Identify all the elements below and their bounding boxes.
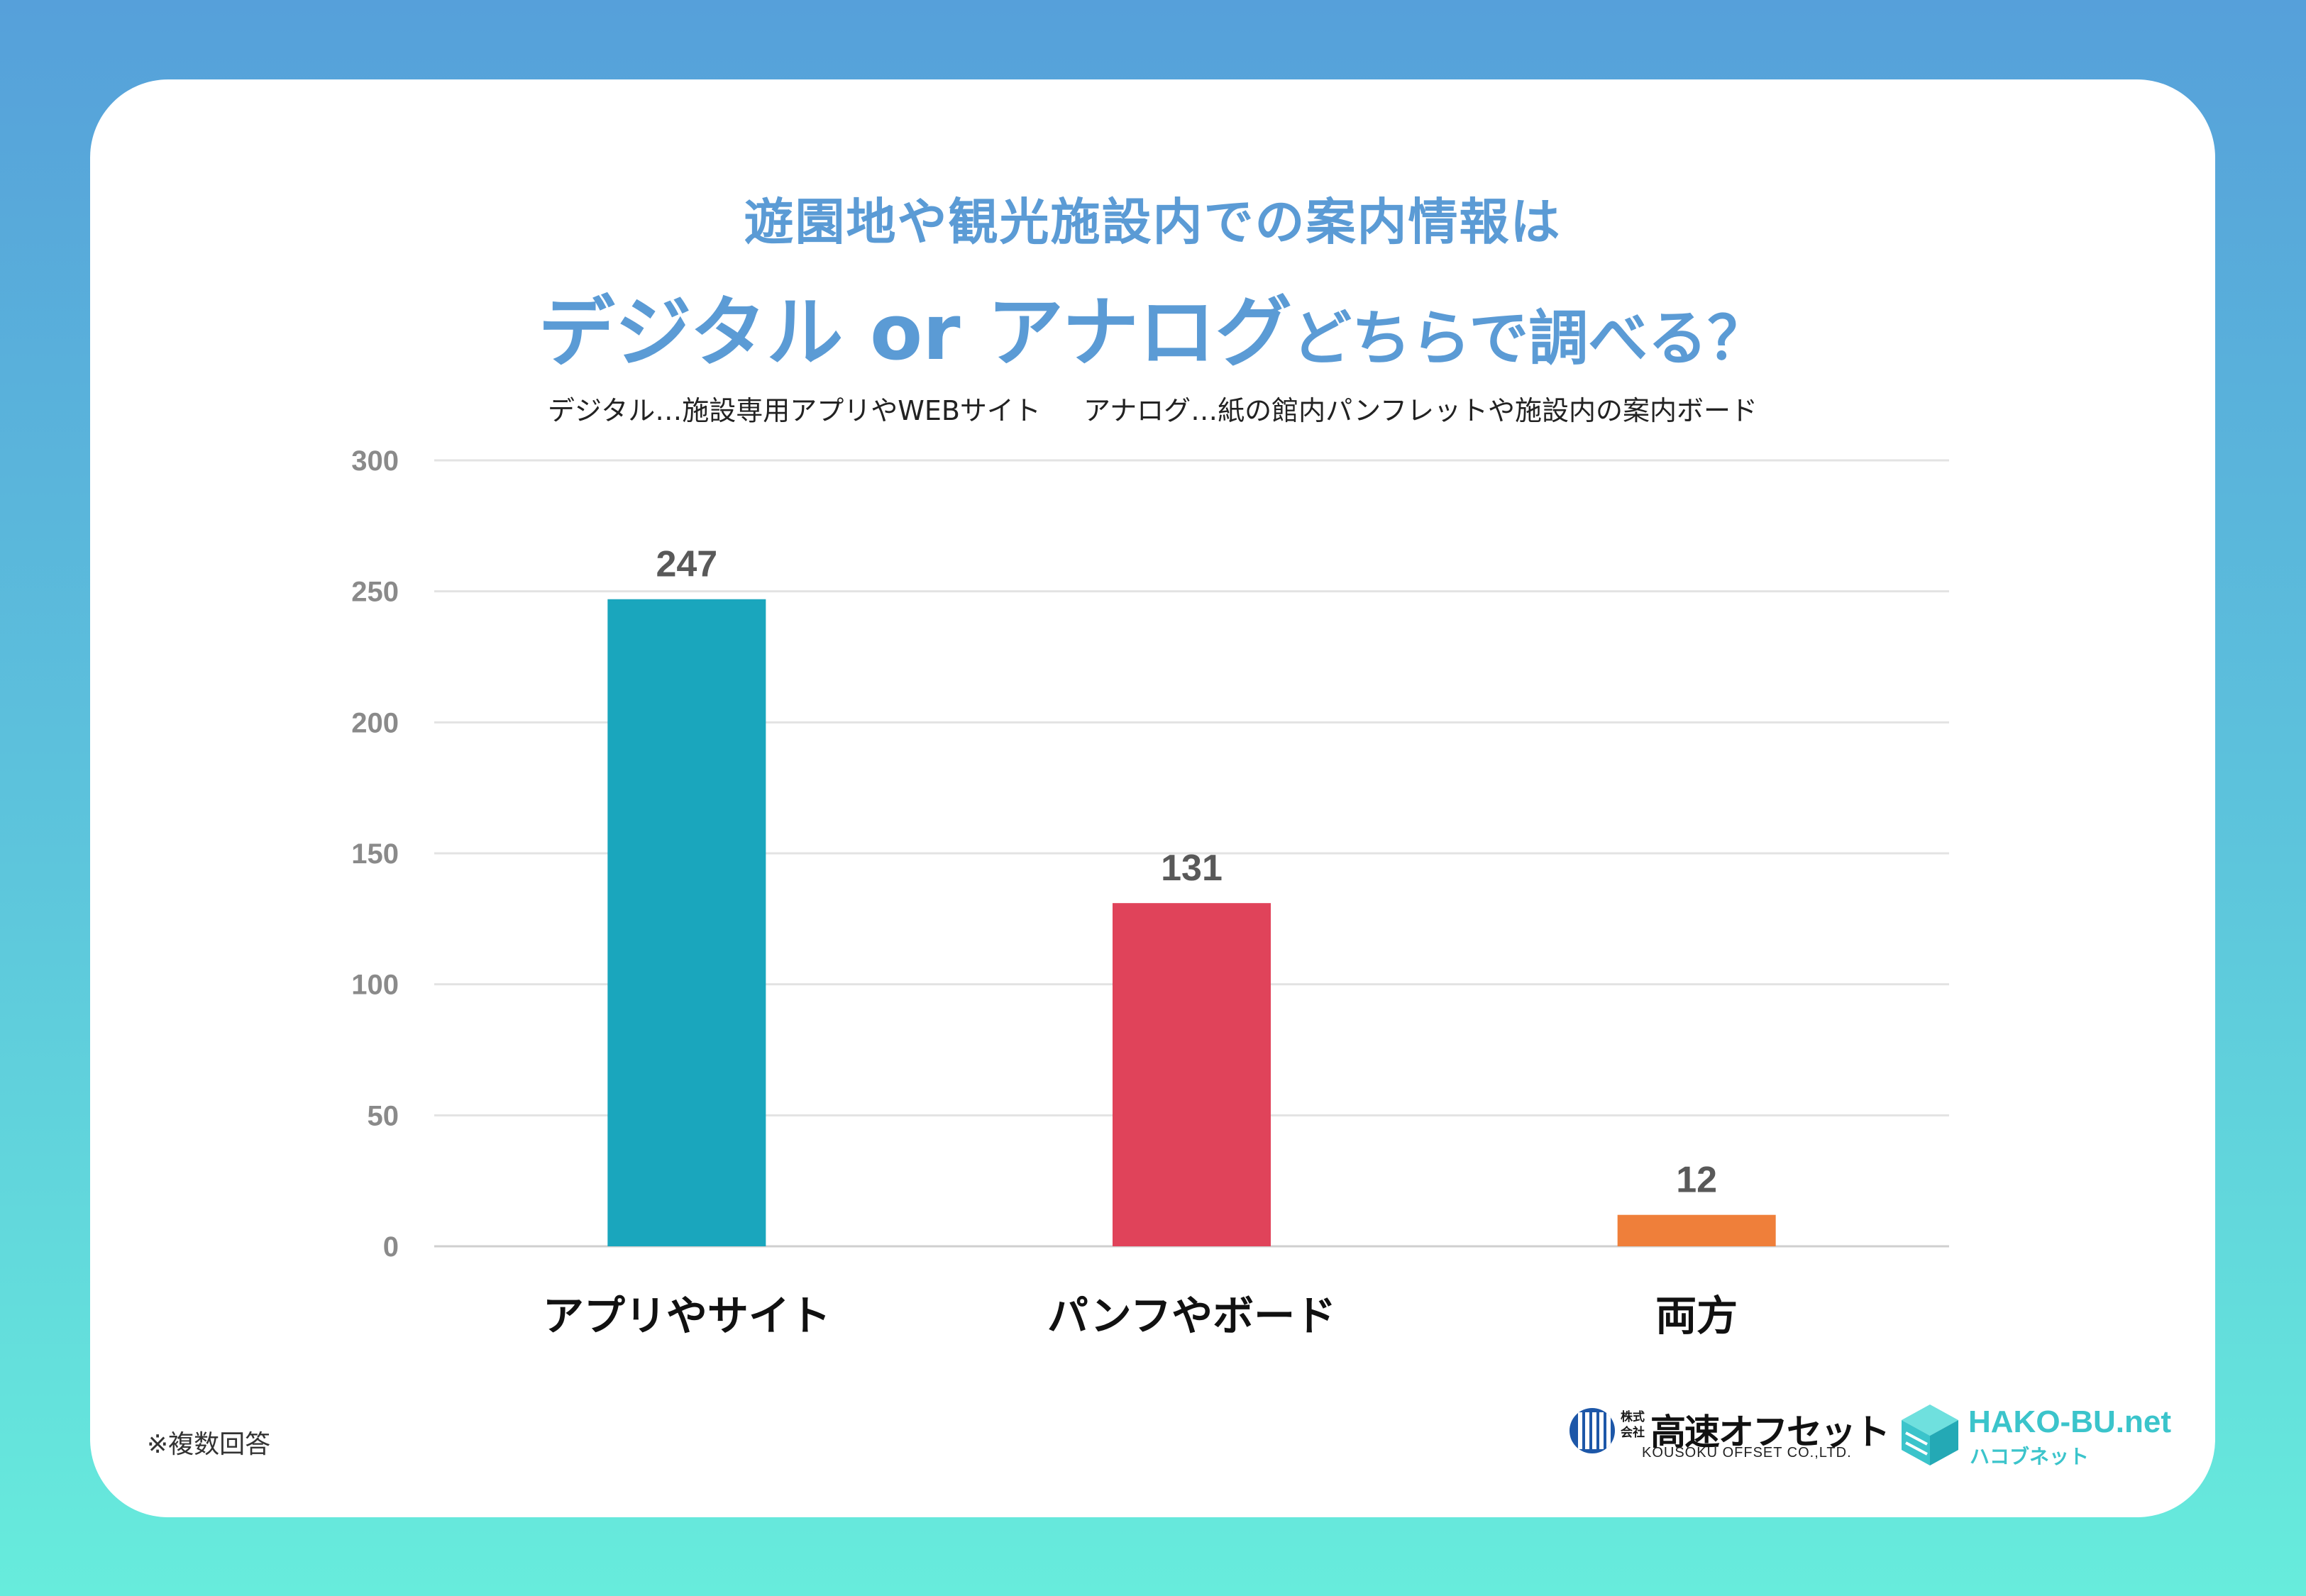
hako-bu-cube-icon <box>1902 1404 1958 1465</box>
kousoku-logo-mark-icon <box>1569 1408 1615 1453</box>
y-tick-label: 100 <box>351 970 399 1001</box>
hako-bu-logo: HAKO-BU.net ハコブネット <box>1896 1400 2171 1471</box>
y-tick-label: 300 <box>351 445 399 477</box>
data-label: 131 <box>1161 848 1223 889</box>
y-tick-label: 200 <box>351 707 399 738</box>
bar <box>1617 1214 1776 1246</box>
title-line-2: デジタル or アナログどちらで調べる？ <box>90 271 2215 382</box>
definitions: デジタル…施設専用アプリやWEBサイト アナログ…紙の館内パンフレットや施設内の案… <box>90 389 2215 428</box>
definition-analog: アナログ…紙の館内パンフレットや施設内の案内ボード <box>1083 395 1758 426</box>
category-label: アプリやサイト <box>543 1292 831 1340</box>
definition-digital: デジタル…施設専用アプリやWEBサイト <box>548 395 1041 426</box>
title-line-1: 遊園地や観光施設内での案内情報は <box>744 193 1562 251</box>
logo-site-name: HAKO-BU.net <box>1968 1404 2171 1439</box>
category-label: 両方 <box>1655 1292 1738 1340</box>
bar <box>1113 903 1271 1246</box>
content-card: 遊園地や観光施設内での案内情報は デジタル or アナログどちらで調べる？ デジ… <box>90 79 2215 1517</box>
y-tick-label: 150 <box>351 838 399 870</box>
title-main: デジタル or アナログ <box>538 289 1292 377</box>
logo-company-name: 高速オフセット <box>1650 1412 1890 1453</box>
bar <box>607 599 766 1246</box>
data-label: 12 <box>1676 1160 1717 1201</box>
y-tick-label: 50 <box>368 1100 399 1131</box>
data-label: 247 <box>656 544 717 585</box>
logo-company-prefix: 株式会社 <box>1621 1410 1645 1440</box>
y-tick-label: 250 <box>351 577 399 608</box>
bar-chart: 0 50 100 150 200 250 300 247 アプリやサイト 131 パンフやボード 12… <box>351 445 1949 1340</box>
title-tail: どちらで調べる？ <box>1291 304 1767 373</box>
category-label: パンフやボード <box>1047 1292 1336 1340</box>
kousoku-offset-logo: 株式会社 高速オフセット KOUSOKU OFFSET CO.,LTD. <box>1569 1402 1890 1466</box>
logo-company-en: KOUSOKU OFFSET CO.,LTD. <box>1642 1445 1852 1461</box>
logo-site-kana: ハコブネット <box>1970 1445 2090 1468</box>
footnote: ※複数回答 <box>147 1430 271 1459</box>
y-tick-label: 0 <box>383 1231 399 1263</box>
